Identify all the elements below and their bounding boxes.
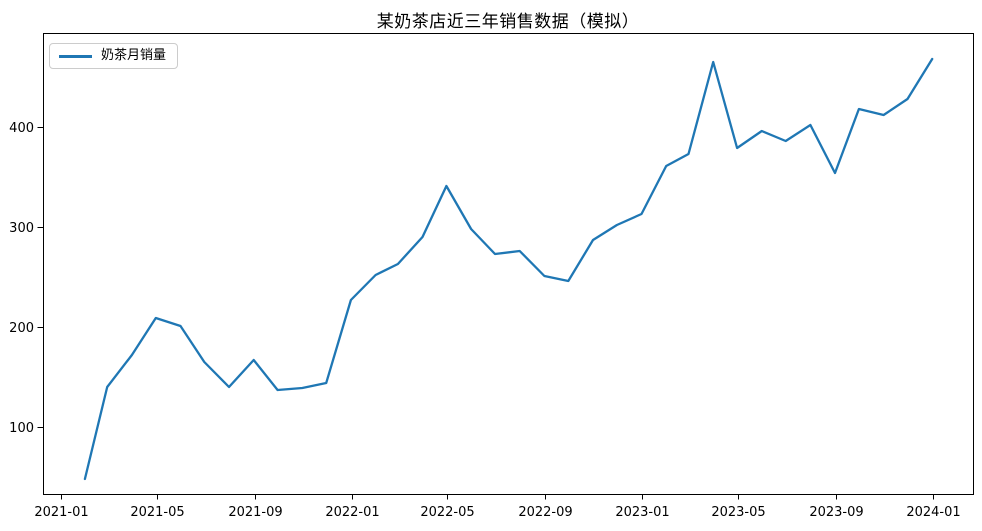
y-tick-label: 200 xyxy=(9,321,34,336)
legend[interactable]: 奶茶月销量 xyxy=(49,43,179,70)
x-tick-label: 2022-01 xyxy=(325,505,379,520)
chart-title: 某奶茶店近三年销售数据（模拟） xyxy=(376,12,640,32)
sales-line-series xyxy=(83,57,934,481)
x-tick-label: 2022-05 xyxy=(420,505,474,520)
x-tick-label: 2021-01 xyxy=(34,505,88,520)
y-tick-label: 300 xyxy=(9,221,34,236)
axes-spines xyxy=(43,33,974,495)
legend-line-swatch-icon xyxy=(59,54,92,58)
x-tick-label: 2021-09 xyxy=(228,505,282,520)
x-tick-label: 2021-05 xyxy=(130,505,184,520)
y-tick-label: 400 xyxy=(9,121,34,136)
y-tick-label: 100 xyxy=(9,421,34,436)
x-tick-label: 2024-01 xyxy=(906,505,960,520)
x-tick-label: 2023-05 xyxy=(711,505,765,520)
x-tick-label: 2023-09 xyxy=(809,505,863,520)
x-tick-label: 2023-01 xyxy=(615,505,669,520)
x-tick-label: 2022-09 xyxy=(518,505,572,520)
legend-label: 奶茶月销量 xyxy=(101,48,167,63)
